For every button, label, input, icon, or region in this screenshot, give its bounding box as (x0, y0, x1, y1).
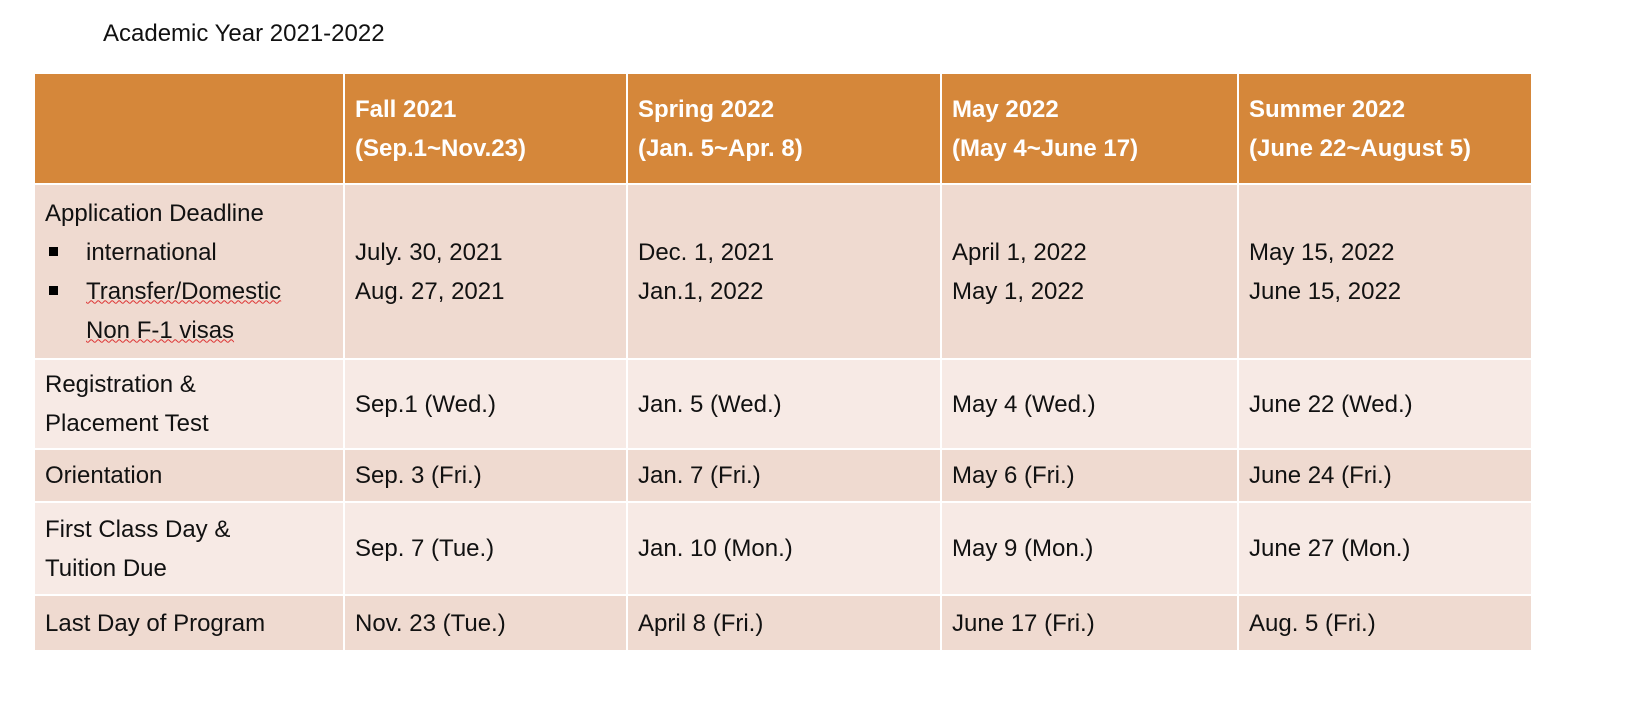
cell: Jan. 5 (Wed.) (626, 358, 942, 450)
date: July. 30, 2021 (355, 238, 503, 266)
cell: Sep. 7 (Tue.) (343, 501, 628, 596)
bullet-text: Transfer/Domestic (86, 277, 282, 305)
cell: April 1, 2022 May 1, 2022 (940, 183, 1239, 360)
page-title: Academic Year 2021-2022 (103, 20, 385, 47)
row-label: Application Deadline international Trans… (33, 183, 345, 360)
cell: Dec. 1, 2021 Jan.1, 2022 (626, 183, 942, 360)
date: Dec. 1, 2021 (638, 238, 775, 266)
cell: May 6 (Fri.) (940, 448, 1239, 503)
bullet-text: Non F-1 visas (86, 316, 235, 344)
table-row: First Class Day & Tuition Due Sep. 7 (Tue… (33, 501, 1533, 596)
cell: Jan. 7 (Fri.) (626, 448, 942, 503)
cell: Jan. 10 (Mon.) (626, 501, 942, 596)
cell: June 27 (Mon.) (1237, 501, 1533, 596)
term-range: (June 22~August 5) (1249, 134, 1472, 162)
cell: Nov. 23 (Tue.) (343, 594, 628, 652)
table-row: Registration & Placement Test Sep.1 (Wed.… (33, 358, 1533, 450)
label-text: First Class Day & (45, 515, 231, 543)
cell: June 22 (Wed.) (1237, 358, 1533, 450)
table-row: Orientation Sep. 3 (Fri.) Jan. 7 (Fri.) … (33, 448, 1533, 503)
table-row: Last Day of Program Nov. 23 (Tue.) April… (33, 594, 1533, 652)
cell: April 8 (Fri.) (626, 594, 942, 652)
date: May 1, 2022 (952, 277, 1085, 305)
date: May 15, 2022 (1249, 238, 1395, 266)
row-label: Last Day of Program (33, 594, 345, 652)
date: April 1, 2022 (952, 238, 1087, 266)
bullet-text: international (86, 238, 217, 266)
term-range: (May 4~June 17) (952, 134, 1139, 162)
row-label: First Class Day & Tuition Due (33, 501, 345, 596)
date: June 15, 2022 (1249, 277, 1402, 305)
header-spring: Spring 2022 (Jan. 5~Apr. 8) (626, 72, 942, 185)
header-row: Fall 2021 (Sep.1~Nov.23) Spring 2022 (Jan.… (33, 72, 1533, 185)
header-may: May 2022 (May 4~June 17) (940, 72, 1239, 185)
cell: Aug. 5 (Fri.) (1237, 594, 1533, 652)
cell: May 4 (Wed.) (940, 358, 1239, 450)
bullet-icon (49, 285, 58, 295)
cell: June 24 (Fri.) (1237, 448, 1533, 503)
row-label: Orientation (33, 448, 345, 503)
header-empty (33, 72, 345, 185)
bullet-icon (49, 246, 58, 256)
cell: May 15, 2022 June 15, 2022 (1237, 183, 1533, 360)
term-name: May 2022 (952, 95, 1059, 123)
bullet-item: international (45, 233, 343, 272)
term-name: Summer 2022 (1249, 95, 1406, 123)
term-name: Fall 2021 (355, 95, 457, 123)
term-range: (Jan. 5~Apr. 8) (638, 134, 803, 162)
label-text: Registration & (45, 371, 196, 398)
cell: June 17 (Fri.) (940, 594, 1239, 652)
header-fall: Fall 2021 (Sep.1~Nov.23) (343, 72, 628, 185)
cell: Sep. 3 (Fri.) (343, 448, 628, 503)
date: Aug. 27, 2021 (355, 277, 505, 305)
cell: July. 30, 2021 Aug. 27, 2021 (343, 183, 628, 360)
label-text: Tuition Due (45, 554, 167, 582)
term-range: (Sep.1~Nov.23) (355, 134, 526, 162)
term-name: Spring 2022 (638, 95, 775, 123)
date: Jan.1, 2022 (638, 277, 764, 305)
table-row: Application Deadline international Trans… (33, 183, 1533, 360)
bullet-item: Transfer/Domestic (45, 272, 343, 311)
schedule-table: Fall 2021 (Sep.1~Nov.23) Spring 2022 (Jan.… (33, 72, 1533, 652)
row-label: Registration & Placement Test (33, 358, 345, 450)
header-summer: Summer 2022 (June 22~August 5) (1237, 72, 1533, 185)
cell: Sep.1 (Wed.) (343, 358, 628, 450)
cell: May 9 (Mon.) (940, 501, 1239, 596)
label-text: Application Deadline (45, 199, 264, 227)
label-text: Placement Test (45, 410, 209, 437)
